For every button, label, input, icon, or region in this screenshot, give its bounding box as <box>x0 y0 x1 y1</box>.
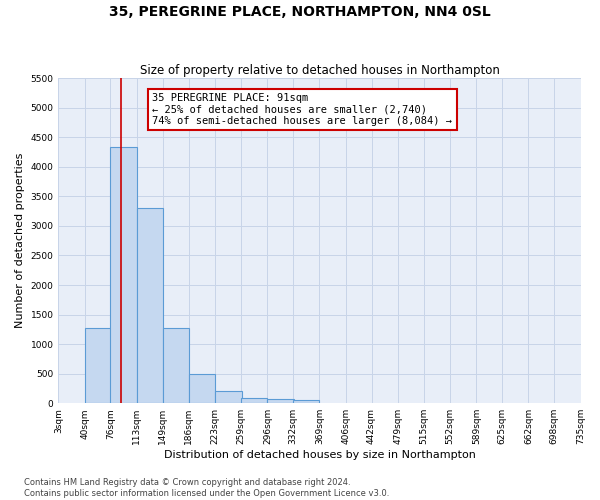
Bar <box>137 208 163 403</box>
Text: 35, PEREGRINE PLACE, NORTHAMPTON, NN4 0SL: 35, PEREGRINE PLACE, NORTHAMPTON, NN4 0S… <box>109 5 491 19</box>
Y-axis label: Number of detached properties: Number of detached properties <box>15 153 25 328</box>
Text: 35 PEREGRINE PLACE: 91sqm
← 25% of detached houses are smaller (2,740)
74% of se: 35 PEREGRINE PLACE: 91sqm ← 25% of detac… <box>152 93 452 126</box>
Bar <box>110 146 137 403</box>
Bar <box>241 398 268 403</box>
Bar <box>215 390 242 403</box>
Bar <box>189 374 215 403</box>
Bar <box>85 328 111 403</box>
Bar <box>268 399 294 403</box>
Text: Contains HM Land Registry data © Crown copyright and database right 2024.
Contai: Contains HM Land Registry data © Crown c… <box>24 478 389 498</box>
Bar <box>163 328 189 403</box>
Bar <box>293 400 319 403</box>
Title: Size of property relative to detached houses in Northampton: Size of property relative to detached ho… <box>140 64 499 77</box>
X-axis label: Distribution of detached houses by size in Northampton: Distribution of detached houses by size … <box>164 450 475 460</box>
